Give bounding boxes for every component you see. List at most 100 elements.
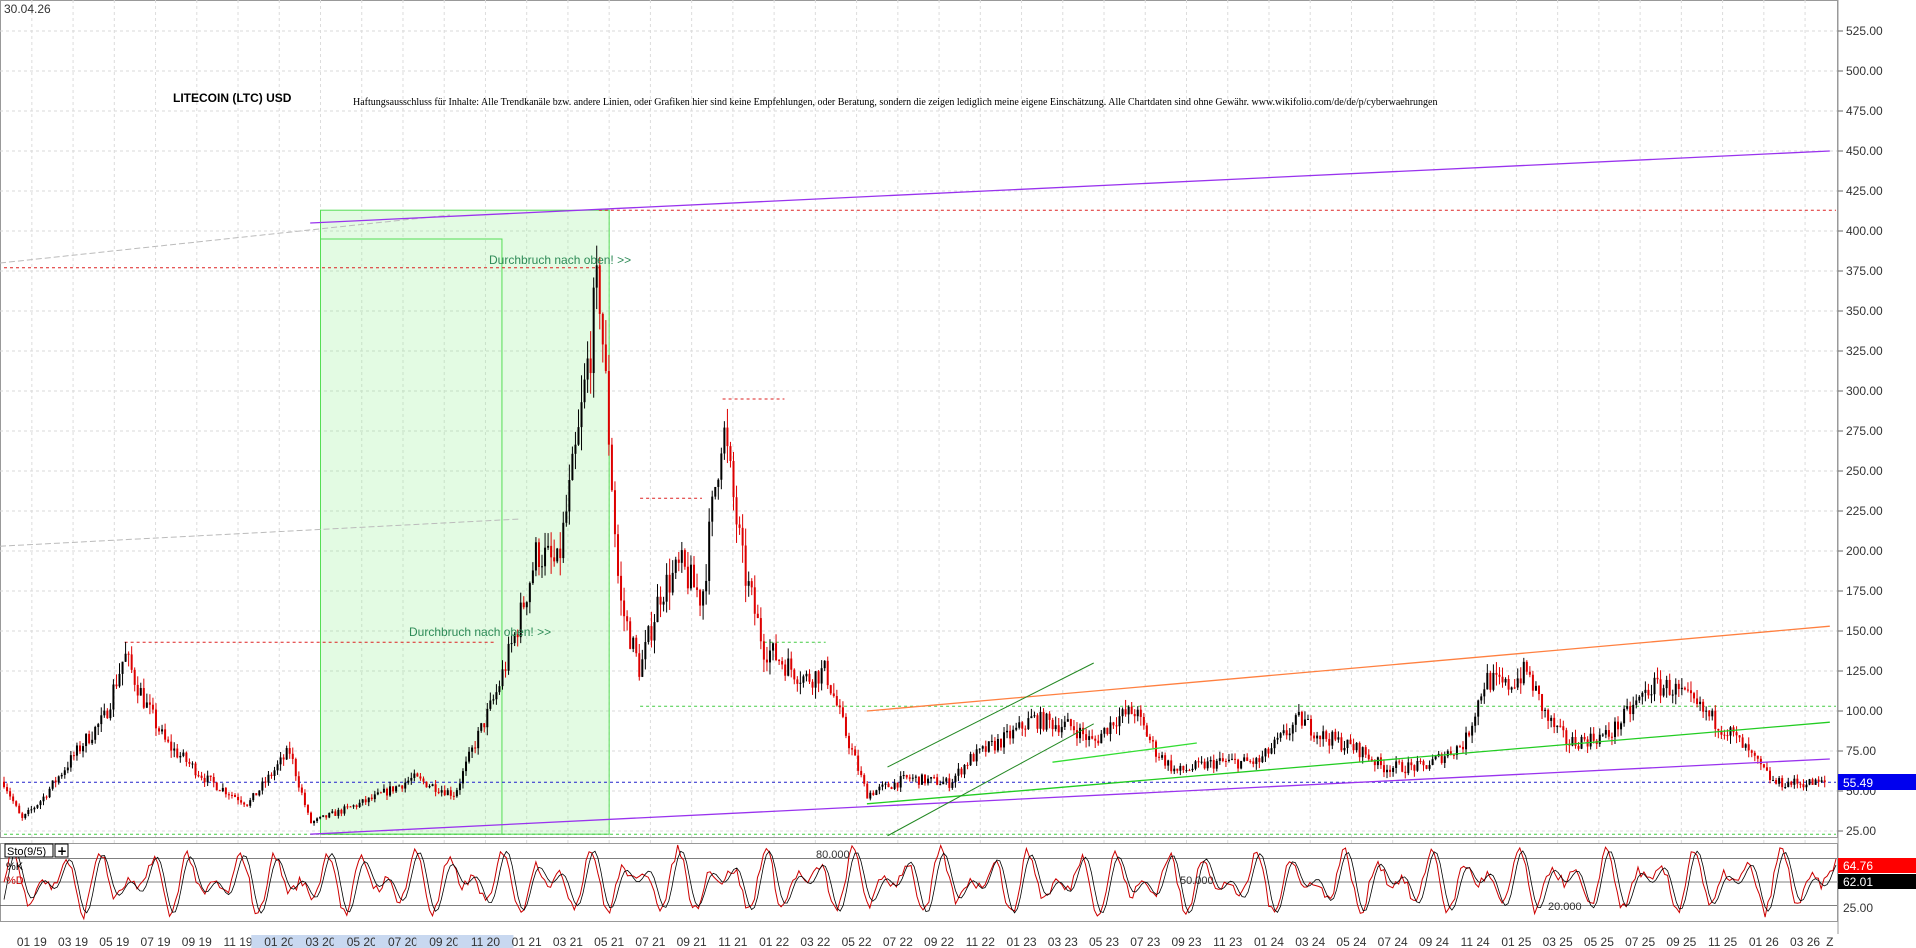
channel-line bbox=[1052, 742, 1197, 763]
stochastic-d-line bbox=[3, 850, 1837, 914]
candle-body bbox=[1705, 710, 1708, 712]
candle-body bbox=[872, 792, 875, 795]
candle-body bbox=[1553, 717, 1556, 728]
candle-body bbox=[1662, 688, 1665, 696]
candle-body bbox=[1094, 738, 1097, 741]
d-value: 62.01 bbox=[1843, 875, 1873, 889]
x-tick-label: 07 22 bbox=[883, 935, 913, 948]
x-tick-label: 07 24 bbox=[1378, 935, 1408, 948]
candle-body bbox=[495, 692, 498, 700]
candle-body bbox=[1133, 713, 1136, 717]
candle-body bbox=[1364, 747, 1367, 755]
candle-body bbox=[1155, 741, 1158, 757]
candle-body bbox=[39, 801, 42, 806]
candle-body bbox=[1003, 732, 1006, 748]
candle-body bbox=[1428, 764, 1431, 769]
candle-body bbox=[1556, 725, 1559, 728]
candle-body bbox=[379, 792, 382, 794]
candle-body bbox=[188, 762, 191, 764]
candle-body bbox=[507, 643, 510, 671]
candle-body bbox=[1668, 679, 1671, 695]
candle-body bbox=[1735, 732, 1738, 736]
candle-body bbox=[1422, 761, 1425, 766]
candle-body bbox=[1300, 711, 1303, 726]
candle-body bbox=[1322, 731, 1325, 740]
candle-body bbox=[148, 702, 151, 705]
candle-body bbox=[851, 748, 854, 750]
candle-body bbox=[930, 777, 933, 779]
candle-body bbox=[1793, 778, 1796, 785]
candle-body bbox=[1042, 711, 1045, 730]
candle-body bbox=[620, 575, 623, 601]
candle-body bbox=[1392, 767, 1395, 772]
candle-body bbox=[1759, 758, 1762, 765]
candle-body bbox=[1644, 689, 1647, 693]
candle-body bbox=[1328, 738, 1331, 746]
candle-body bbox=[927, 778, 930, 784]
candle-body bbox=[343, 806, 346, 814]
candle-body bbox=[781, 661, 784, 665]
candle-body bbox=[276, 764, 279, 771]
candle-body bbox=[1449, 751, 1452, 755]
candle-body bbox=[1641, 692, 1644, 697]
trendlines bbox=[310, 150, 1830, 837]
candle-body bbox=[574, 444, 577, 454]
candle-body bbox=[1416, 760, 1419, 771]
candle-body bbox=[1240, 760, 1243, 769]
candle-body bbox=[1267, 748, 1270, 754]
x-tick-label: 03 26 bbox=[1790, 935, 1820, 948]
candle-body bbox=[954, 775, 957, 783]
x-tick-label: 07 19 bbox=[141, 935, 171, 948]
candle-body bbox=[601, 313, 604, 345]
candle-body bbox=[1045, 713, 1048, 730]
y-tick-label: 350.00 bbox=[1846, 304, 1883, 318]
candle-body bbox=[1355, 742, 1358, 751]
candle-body bbox=[319, 816, 322, 819]
candle-body bbox=[230, 794, 233, 796]
candle-body bbox=[525, 602, 528, 608]
candle-body bbox=[1091, 736, 1094, 739]
candle-body bbox=[1349, 739, 1352, 745]
candle-body bbox=[498, 686, 501, 693]
candle-body bbox=[1179, 765, 1182, 771]
candle-body bbox=[1762, 764, 1765, 768]
candle-body bbox=[1334, 731, 1337, 740]
x-tick-label: 05 21 bbox=[594, 935, 624, 948]
indicator-expand-button[interactable] bbox=[54, 843, 69, 858]
candle-body bbox=[1796, 778, 1799, 784]
candle-body bbox=[224, 787, 227, 795]
last-price-label: 55.49 bbox=[1843, 776, 1873, 790]
price-panel bbox=[0, 0, 1838, 838]
x-tick-label: 09 24 bbox=[1419, 935, 1449, 948]
candle-body bbox=[425, 781, 428, 788]
candle-body bbox=[1787, 781, 1790, 788]
candle-body bbox=[1498, 674, 1501, 677]
candle-body bbox=[799, 682, 802, 684]
y-tick-label: 150.00 bbox=[1846, 624, 1883, 638]
candle-body bbox=[458, 783, 461, 791]
candle-body bbox=[78, 745, 81, 752]
candle-body bbox=[680, 550, 683, 563]
candle-body bbox=[641, 659, 644, 677]
candle-body bbox=[1066, 719, 1069, 722]
candle-body bbox=[313, 820, 316, 824]
candle-body bbox=[1610, 736, 1613, 738]
candle-body bbox=[270, 774, 273, 776]
candle-body bbox=[1404, 771, 1407, 774]
candle-body bbox=[1541, 694, 1544, 712]
candle-body bbox=[1431, 759, 1434, 765]
y-tick-label: 500.00 bbox=[1846, 64, 1883, 78]
candle-body bbox=[91, 739, 94, 744]
candle-body bbox=[413, 773, 416, 778]
candle-body bbox=[1674, 683, 1677, 695]
candle-body bbox=[1699, 701, 1702, 705]
candle-body bbox=[686, 566, 689, 589]
candle-body bbox=[1607, 730, 1610, 737]
candle-body bbox=[1316, 735, 1319, 739]
candle-body bbox=[1039, 711, 1042, 729]
trendline bbox=[310, 150, 1830, 224]
y-axis: 25.0050.0075.00100.00125.00150.00175.002… bbox=[1837, 0, 1883, 934]
candle-body bbox=[1805, 784, 1808, 788]
candle-body bbox=[923, 774, 926, 784]
candle-body bbox=[373, 794, 376, 800]
